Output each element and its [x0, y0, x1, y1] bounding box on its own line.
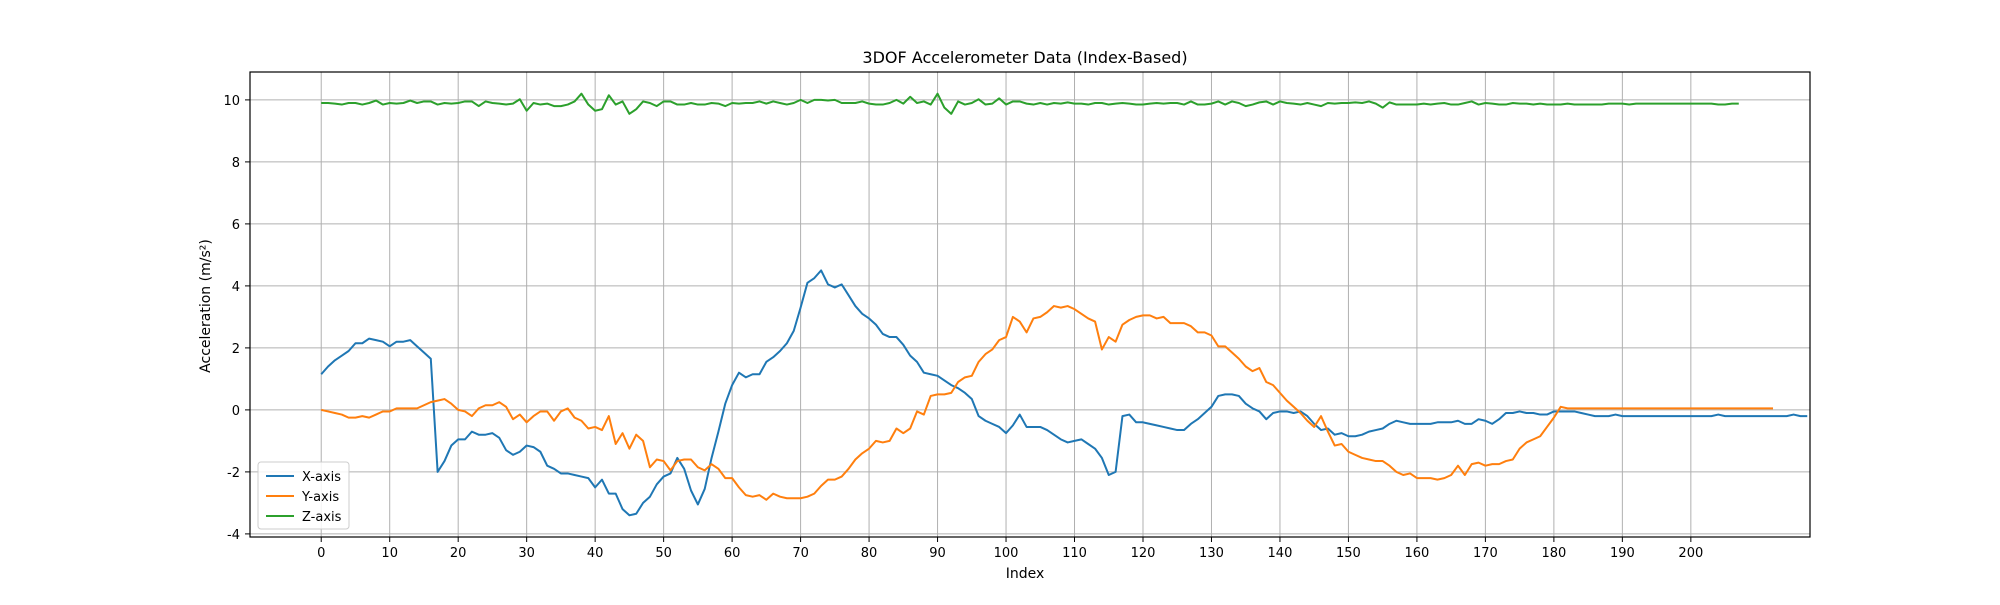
y-tick-label: -4: [227, 528, 240, 543]
plot-frame: [249, 71, 1811, 538]
y-tick-label: -2: [227, 466, 240, 481]
x-tick-label: 10: [381, 546, 398, 561]
x-tick-label: 110: [1062, 546, 1087, 561]
series-lines: [320, 92, 1808, 517]
x-tick-label: 150: [1336, 546, 1361, 561]
y-tick-label: 0: [232, 404, 240, 419]
y-tick-label: 10: [223, 94, 240, 109]
x-tick-label: 60: [724, 546, 741, 561]
grid-lines: [250, 72, 1810, 537]
legend-label: Z-axis: [302, 510, 342, 525]
series-line-z-axis: [321, 92, 1739, 115]
x-tick-label: 30: [518, 546, 535, 561]
x-axis-label: Index: [1006, 566, 1045, 582]
x-tick-label: 190: [1610, 546, 1635, 561]
x-tick-label: 160: [1405, 546, 1430, 561]
y-tick-label: 8: [232, 156, 240, 171]
legend-box: [257, 461, 350, 530]
x-tick-label: 40: [587, 546, 604, 561]
x-tick-label: 170: [1473, 546, 1498, 561]
x-tick-label: 120: [1131, 546, 1156, 561]
x-tick-label: 80: [861, 546, 878, 561]
x-tick-label: 180: [1541, 546, 1566, 561]
x-tick-label: 100: [994, 546, 1019, 561]
x-tick-label: 50: [655, 546, 672, 561]
y-tick-label: 4: [232, 280, 240, 295]
x-tick-label: 140: [1268, 546, 1293, 561]
legend-label: Y-axis: [301, 490, 339, 505]
x-axis-ticks: 0 10 20 30 40 50 60 70 80 90 100 110 120 130 140 150 160…: [317, 537, 1703, 561]
x-tick-label: 70: [792, 546, 809, 561]
x-tick-label: 200: [1678, 546, 1703, 561]
y-tick-label: 6: [232, 218, 240, 233]
chart-title: 3DOF Accelerometer Data (Index-Based): [862, 48, 1187, 67]
x-tick-label: 130: [1199, 546, 1224, 561]
y-axis-ticks: -4 -2 0 2 4 6 8 10: [223, 94, 250, 543]
series-line-y-axis: [320, 305, 1774, 501]
x-tick-label: 90: [929, 546, 946, 561]
y-axis-label: Acceleration (m/s²): [198, 239, 214, 373]
series-line-x-axis: [320, 269, 1808, 517]
x-tick-label: 20: [450, 546, 467, 561]
legend: X-axis Y-axis Z-axis: [257, 461, 350, 530]
y-tick-label: 2: [232, 342, 240, 357]
legend-label: X-axis: [302, 470, 341, 485]
x-tick-label: 0: [317, 546, 325, 561]
